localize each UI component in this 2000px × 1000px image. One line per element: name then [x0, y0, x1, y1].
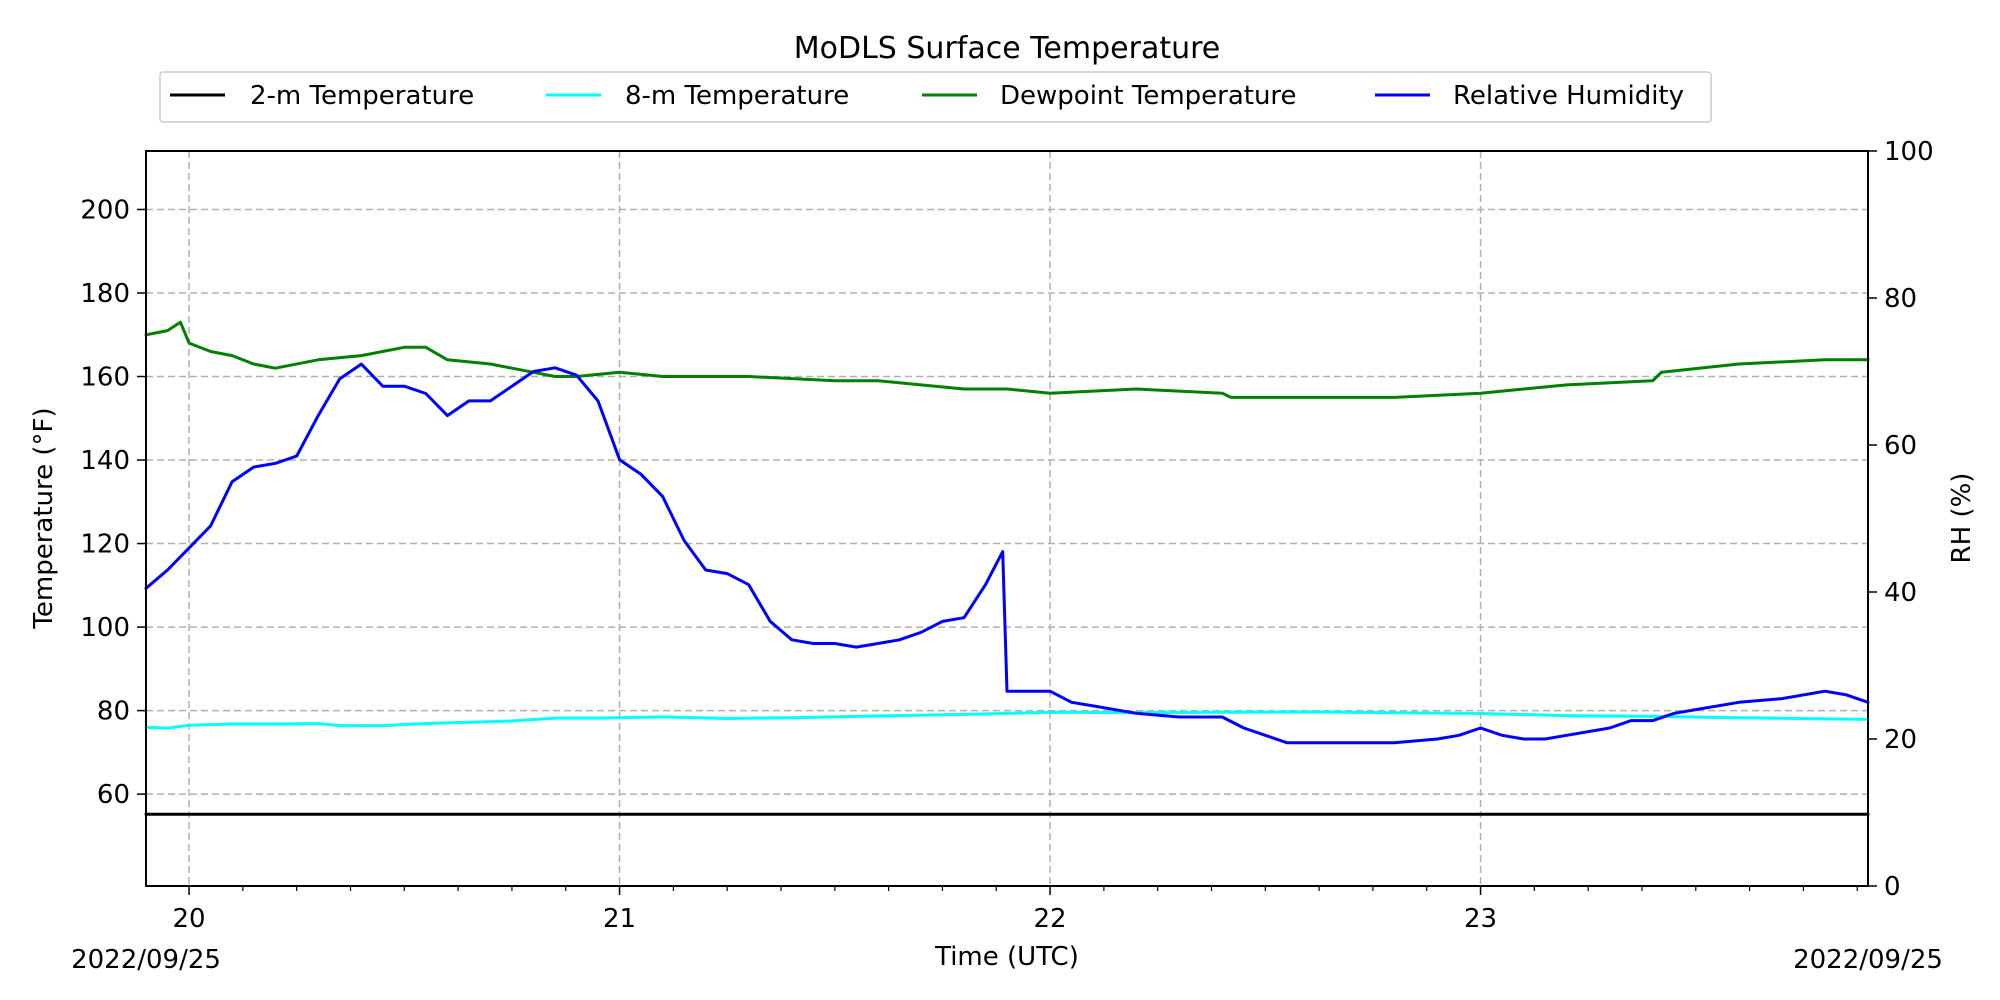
- y-right-tick-label: 40: [1884, 578, 1917, 608]
- y-left-tick-label: 160: [80, 363, 130, 393]
- ticks: 20 21 22 23 60 80 100 120 140 160 180 200 0 20 40 60 80 1…: [80, 137, 1933, 934]
- y-left-tick-label: 200: [80, 195, 130, 225]
- x-tick-label: 20: [173, 904, 206, 934]
- series-layer: [144, 320, 1870, 816]
- legend-2m-temperature-label: 2-m Temperature: [250, 81, 474, 111]
- y-right-tick-label: 60: [1884, 431, 1917, 461]
- y-left-tick-label: 180: [80, 279, 130, 309]
- y-left-tick-label: 120: [80, 530, 130, 560]
- plot-area-frame: [145, 150, 1869, 887]
- y-left-tick-label: 60: [97, 780, 130, 810]
- x-tick-label: 22: [1034, 904, 1067, 934]
- dewpoint-temperature-line: [144, 320, 1870, 399]
- legend-box: [159, 71, 1712, 123]
- relative-humidity-line: [144, 362, 1870, 745]
- y-right-tick-label: 80: [1884, 284, 1917, 314]
- x-tick-label: 21: [603, 904, 636, 934]
- legend-8m-temperature-label: 8-m Temperature: [625, 81, 849, 111]
- y-right-tick-label: 20: [1884, 725, 1917, 755]
- y-axis-left-label: Temperature (°F): [29, 407, 59, 629]
- grid: [146, 151, 1868, 886]
- legend-dewpoint-label: Dewpoint Temperature: [1000, 81, 1297, 111]
- x-tick-label: 23: [1464, 904, 1497, 934]
- x-axis-label: Time (UTC): [934, 942, 1079, 972]
- chart-title: MoDLS Surface Temperature: [794, 31, 1221, 66]
- y-right-tick-label: 100: [1884, 137, 1934, 167]
- legend-relative-humidity-label: Relative Humidity: [1453, 81, 1684, 111]
- date-label-left: 2022/09/25: [71, 945, 221, 975]
- y-axis-right-label: RH (%): [1947, 473, 1977, 564]
- y-right-tick-label: 0: [1884, 872, 1901, 902]
- y-left-tick-label: 80: [97, 697, 130, 727]
- y-left-tick-label: 140: [80, 446, 130, 476]
- 8-m-temperature-line: [144, 710, 1870, 730]
- legend: 2-m Temperature 8-m Temperature Dewpoint…: [159, 71, 1712, 123]
- y-left-tick-label: 100: [80, 613, 130, 643]
- date-label-right: 2022/09/25: [1793, 945, 1943, 975]
